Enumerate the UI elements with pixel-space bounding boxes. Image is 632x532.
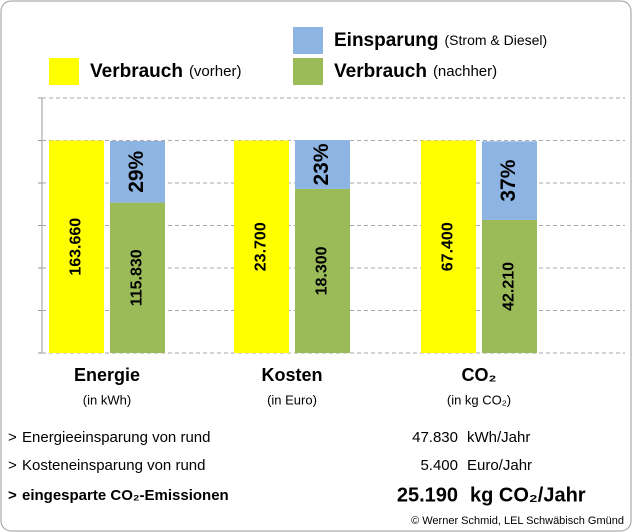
- value-label: 163.660: [68, 218, 85, 276]
- legend-swatch: [49, 58, 79, 85]
- x-unit-label: (in kg CO₂): [447, 392, 511, 407]
- legend-label: Verbrauch (vorher): [90, 61, 241, 82]
- legend-note: (vorher): [189, 63, 242, 80]
- bar-vorher: [234, 140, 289, 353]
- legend-note: (nachher): [433, 63, 497, 80]
- legend-name: Verbrauch: [334, 61, 427, 82]
- summary-marker: >: [8, 487, 17, 504]
- value-label: 37%: [497, 159, 520, 201]
- summary-unit: kWh/Jahr: [467, 429, 530, 446]
- legend-label: Einsparung (Strom & Diesel): [334, 30, 547, 51]
- x-tick-label: Kosten: [261, 365, 322, 385]
- bar-einsparung: [295, 140, 350, 189]
- legend-name: Verbrauch: [90, 61, 183, 82]
- value-label: 18.300: [314, 246, 331, 295]
- value-label: 29%: [125, 150, 148, 192]
- summary-value: 47.830: [412, 429, 458, 446]
- value-label: 42.210: [501, 262, 518, 311]
- bar-nachher: [295, 188, 350, 353]
- legend-swatch: [293, 58, 323, 85]
- bar-einsparung: [482, 141, 537, 220]
- summary-unit: Euro/Jahr: [467, 457, 532, 474]
- legend-label: Verbrauch (nachher): [334, 61, 497, 82]
- footer: © Werner Schmid, LEL Schwäbisch Gmünd: [411, 515, 624, 527]
- bar-vorher: [421, 140, 476, 353]
- legend-swatch: [293, 27, 323, 54]
- value-label: 23%: [310, 143, 333, 185]
- bar-nachher: [482, 219, 537, 353]
- x-tick-label: Energie: [74, 365, 140, 385]
- bar-nachher: [110, 202, 165, 353]
- x-tick-label: CO₂: [462, 365, 497, 385]
- summary-label: eingesparte CO₂-Emissionen: [22, 487, 229, 504]
- value-label: 67.400: [440, 222, 457, 271]
- x-unit-label: (in Euro): [267, 392, 317, 407]
- value-label: 115.830: [129, 249, 146, 306]
- bar-einsparung: [110, 140, 165, 203]
- summary-label: Energieeinsparung von rund: [22, 429, 210, 446]
- summary-marker: >: [8, 429, 17, 446]
- summary-label: Kosteneinsparung von rund: [22, 457, 205, 474]
- summary-unit: kg CO₂/Jahr: [470, 484, 586, 506]
- value-label: 23.700: [253, 222, 270, 271]
- bar-vorher: [49, 140, 104, 353]
- summary-marker: >: [8, 457, 17, 474]
- summary-value: 25.190: [397, 484, 458, 506]
- legend-name: Einsparung: [334, 30, 439, 51]
- summary-value: 5.400: [420, 457, 458, 474]
- legend-note: (Strom & Diesel): [445, 32, 548, 48]
- x-unit-label: (in kWh): [83, 392, 131, 407]
